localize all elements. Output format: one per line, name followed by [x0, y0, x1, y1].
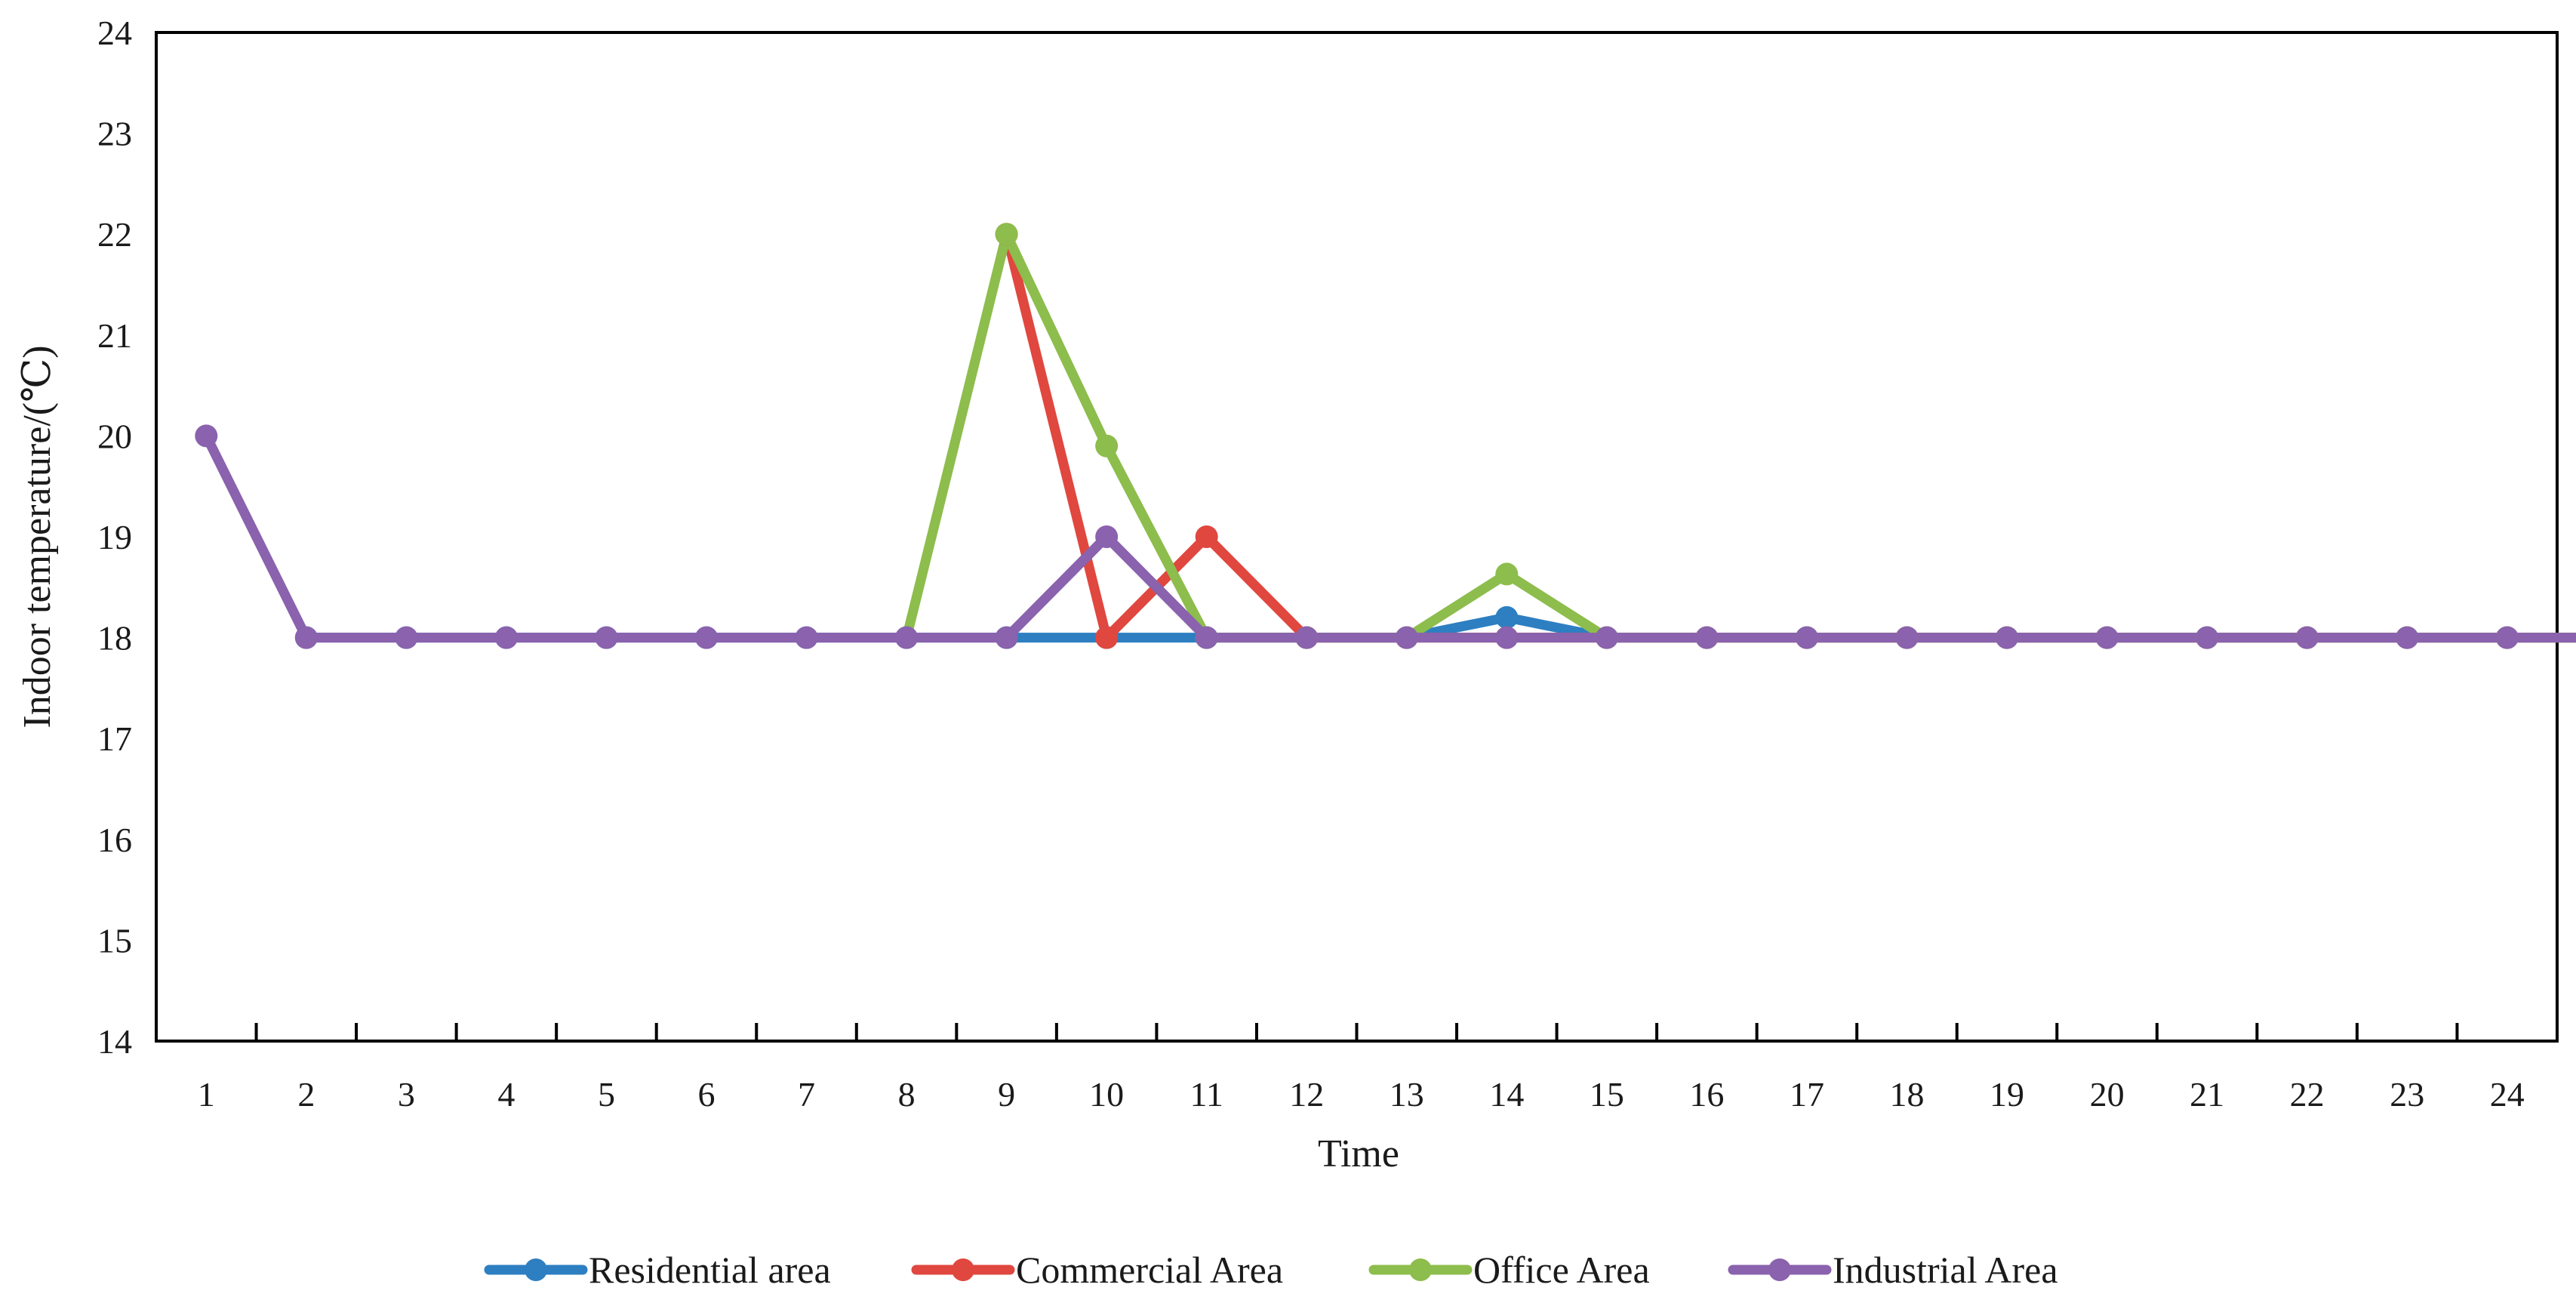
industrial-area-point	[2295, 626, 2319, 649]
industrial-area-point	[1495, 626, 1519, 649]
industrial-area-point	[1996, 626, 2019, 649]
x-tick-label: 13	[1390, 1075, 1424, 1114]
legend-label-industrial-area: Industrial Area	[1833, 1249, 2058, 1291]
x-tick-label: 18	[1889, 1075, 1924, 1114]
office-area-point	[995, 223, 1018, 246]
x-tick-label: 5	[598, 1075, 615, 1114]
legend-label-office-area: Office Area	[1473, 1249, 1650, 1291]
x-tick-label: 24	[2490, 1075, 2525, 1114]
office-area-point	[1495, 562, 1519, 586]
x-tick-label: 21	[2190, 1075, 2224, 1114]
y-tick-label: 24	[97, 14, 132, 52]
y-tick-label: 21	[97, 316, 132, 355]
x-tick-label: 20	[2090, 1075, 2125, 1114]
industrial-area-point	[1595, 626, 1618, 649]
legend-label-residential-area: Residential area	[589, 1249, 831, 1291]
y-tick-label: 14	[97, 1022, 132, 1061]
x-tick-label: 14	[1489, 1075, 1524, 1114]
x-tick-label: 7	[798, 1075, 815, 1114]
legend: Residential area Commercial Area Office Ar…	[484, 1249, 2058, 1291]
x-tick-label: 1	[198, 1075, 215, 1114]
y-tick-label: 17	[97, 719, 132, 758]
x-tick-label: 8	[898, 1075, 916, 1114]
y-tick-label: 20	[97, 417, 132, 455]
industrial-area-point	[1795, 626, 1818, 649]
industrial-area-point	[395, 626, 418, 649]
y-tick-label: 23	[97, 115, 132, 153]
industrial-area-point	[195, 424, 218, 448]
x-tick-label: 9	[998, 1075, 1015, 1114]
industrial-area-point	[2396, 626, 2419, 649]
industrial-area-point	[795, 626, 818, 649]
y-tick-label: 19	[97, 518, 132, 556]
industrial-area-point	[995, 626, 1018, 649]
industrial-area-point	[595, 626, 618, 649]
industrial-area-point	[494, 626, 518, 649]
x-tick-label: 11	[1190, 1075, 1223, 1114]
x-axis: 1 2 3 4 5 6 7 8 9 10 11 12 13 14 15 16 17 18 19 20 21 22 23 24	[198, 1023, 2525, 1114]
x-tick-label: 16	[1689, 1075, 1724, 1114]
office-area-point	[1095, 434, 1119, 457]
x-tick-label: 6	[697, 1075, 715, 1114]
industrial-area-point	[1695, 626, 1719, 649]
x-tick-label: 3	[398, 1075, 415, 1114]
x-tick-label: 23	[2390, 1075, 2424, 1114]
residential-area-point	[1495, 605, 1519, 629]
x-tick-label: 4	[497, 1075, 515, 1114]
y-tick-label: 18	[97, 619, 132, 658]
x-tick-label: 2	[297, 1075, 315, 1114]
commercial-area-point	[1095, 626, 1119, 649]
x-tick-label: 12	[1289, 1075, 1324, 1114]
series-markers	[195, 223, 2519, 649]
y-tick-label: 15	[97, 921, 132, 960]
industrial-area-point	[1095, 525, 1119, 548]
x-tick-label: 15	[1590, 1075, 1624, 1114]
legend-marker-residential-area	[525, 1258, 547, 1281]
legend-marker-commercial-area	[952, 1258, 974, 1281]
x-axis-title: Time	[1318, 1132, 1399, 1175]
industrial-area-point	[895, 626, 919, 649]
x-tick-label: 22	[2290, 1075, 2325, 1114]
y-tick-label: 22	[97, 215, 132, 254]
legend-label-commercial-area: Commercial Area	[1016, 1249, 1283, 1291]
industrial-area-point	[2196, 626, 2219, 649]
y-axis-title: Indoor temperature/(℃)	[16, 345, 59, 728]
legend-marker-industrial-area	[1768, 1258, 1791, 1281]
legend-marker-office-area	[1409, 1258, 1432, 1281]
commercial-area-point	[1195, 525, 1218, 548]
industrial-area-point	[1295, 626, 1319, 649]
industrial-area-point	[1195, 626, 1218, 649]
industrial-area-point	[294, 626, 318, 649]
industrial-area-point	[2095, 626, 2119, 649]
industrial-area-point	[2495, 626, 2519, 649]
industrial-area-point	[1895, 626, 1919, 649]
x-tick-label: 10	[1089, 1075, 1124, 1114]
industrial-area-point	[694, 626, 718, 649]
industrial-area-point	[1395, 626, 1418, 649]
x-tick-label: 17	[1790, 1075, 1824, 1114]
y-tick-label: 16	[97, 821, 132, 859]
y-axis: 14 15 16 17 18 19 20 21 22 23 24	[97, 14, 132, 1061]
x-tick-label: 19	[1990, 1075, 2024, 1114]
